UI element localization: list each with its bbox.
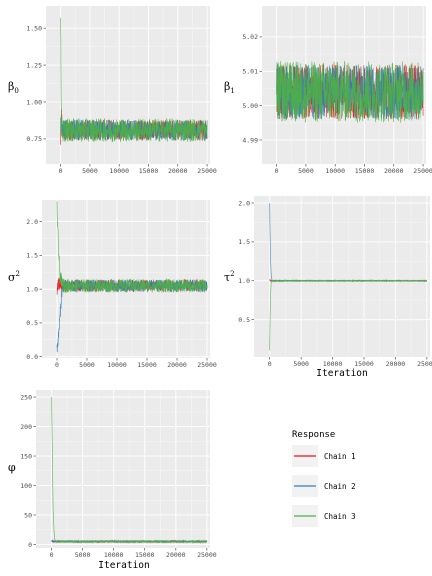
y-tick-label: 5.01: [242, 68, 258, 76]
x-tick-label: 25000: [197, 361, 217, 369]
y-tick-label: 150: [20, 452, 32, 460]
y-tick-label: 1.25: [26, 61, 42, 69]
panel-phi-traces: [51, 396, 208, 544]
panel-sigma2: 0 5000 10000 15000 20000 25000 0.0 0.5 1.0 1.5 2.…: [8, 200, 217, 369]
panel-beta0-yticks: 0.75 1.00 1.25 1.50: [26, 24, 46, 143]
y-tick-label: 1.00: [26, 98, 42, 106]
panel-sigma2-ylabel: σ2: [8, 270, 20, 284]
x-tick-label: 0: [275, 167, 279, 175]
panel-tau2-xticks: 0 5000 10000 15000 20000 25000: [268, 357, 432, 368]
y-tick-label: 1.5: [238, 238, 250, 246]
y-tick-label: 5.02: [242, 33, 258, 41]
y-tick-label: 0.5: [238, 316, 250, 324]
x-tick-label: 5000: [298, 167, 314, 175]
y-tick-label: 100: [20, 482, 32, 490]
panel-beta0-traces: [60, 17, 208, 145]
x-tick-label: 20000: [168, 167, 188, 175]
x-tick-label: 5000: [293, 360, 309, 368]
panel-sigma2-grid: [42, 200, 210, 358]
panel-phi-grid: [36, 390, 210, 548]
panel-tau2-xlabel: Iteration: [316, 368, 367, 379]
x-tick-label: 15000: [354, 360, 374, 368]
y-tick-label: 200: [20, 423, 32, 431]
x-tick-label: 5000: [82, 167, 98, 175]
y-tick-label: 4.99: [242, 136, 258, 144]
legend-label-chain-3: Chain 3: [324, 512, 356, 521]
panel-beta0-xticks: 0 5000 10000 15000 20000 25000: [59, 164, 217, 175]
x-tick-label: 5000: [79, 361, 95, 369]
x-tick-label: 0: [59, 167, 63, 175]
panel-beta1-traces: [276, 60, 424, 123]
x-tick-label: 10000: [104, 551, 124, 559]
legend-entry-chain-1: Chain 1: [292, 445, 356, 467]
panel-phi-ylabel: φ: [8, 461, 16, 474]
panel-beta0: 0 5000 10000 15000 20000 25000 0.75 1.00 1.25 1.…: [8, 6, 217, 175]
panel-phi-xlabel: Iteration: [98, 560, 149, 571]
x-tick-label: 20000: [386, 360, 406, 368]
y-tick-label: 1.50: [26, 24, 42, 32]
panel-tau2-traces: [269, 203, 428, 351]
panel-sigma2-traces: [56, 201, 208, 353]
x-tick-label: 20000: [166, 551, 186, 559]
y-tick-label: 250: [20, 393, 32, 401]
panel-sigma2-bg: [42, 200, 210, 358]
y-tick-label: 1.0: [26, 285, 38, 293]
trace-chain-3: [60, 17, 208, 142]
trace-chain-3: [51, 396, 208, 544]
x-tick-label: 10000: [325, 167, 345, 175]
x-tick-label: 15000: [135, 551, 155, 559]
panel-sigma2-xticks: 0 5000 10000 15000 20000 25000: [55, 358, 217, 369]
x-tick-label: 15000: [355, 167, 375, 175]
legend-title: Response: [292, 430, 335, 440]
legend: Response Chain 1 Chain 2 Chain 3: [292, 430, 356, 527]
panel-tau2: 0 5000 10000 15000 20000 25000 0.5 1.0 1.5 2.0 τ…: [224, 196, 432, 379]
x-tick-label: 25000: [413, 167, 432, 175]
panel-beta1-ylabel: β1: [224, 80, 235, 95]
x-tick-label: 25000: [197, 551, 217, 559]
x-tick-label: 15000: [139, 167, 159, 175]
x-tick-label: 5000: [75, 551, 91, 559]
panel-phi-yticks: 0 50 100 150 200 250: [20, 393, 36, 549]
y-tick-label: 0.0: [26, 353, 38, 361]
panel-phi-bg: [36, 390, 210, 548]
x-tick-label: 20000: [384, 167, 404, 175]
x-tick-label: 15000: [137, 361, 157, 369]
x-tick-label: 0: [268, 360, 272, 368]
y-tick-label: 0.75: [26, 135, 42, 143]
panel-phi: 0 5000 10000 15000 20000 25000 0 50 100 150 200 25…: [8, 390, 217, 571]
panel-tau2-bg: [254, 196, 430, 357]
legend-entry-chain-3: Chain 3: [292, 505, 356, 527]
y-tick-label: 1.5: [26, 252, 38, 260]
panel-tau2-ylabel: τ2: [224, 270, 235, 284]
x-tick-label: 0: [50, 551, 54, 559]
panel-sigma2-yticks: 0.0 0.5 1.0 1.5 2.0: [26, 218, 42, 361]
trace-chain-3: [269, 279, 428, 351]
legend-label-chain-1: Chain 1: [324, 452, 356, 461]
y-tick-label: 1.0: [238, 277, 250, 285]
panel-beta0-ylabel: β0: [8, 80, 19, 95]
y-tick-label: 5.00: [242, 102, 258, 110]
legend-entry-chain-2: Chain 2: [292, 475, 356, 497]
panel-tau2-yticks: 0.5 1.0 1.5 2.0: [238, 199, 254, 324]
panel-phi-xticks: 0 5000 10000 15000 20000 25000: [50, 548, 217, 559]
x-tick-label: 10000: [109, 167, 129, 175]
x-tick-label: 10000: [107, 361, 127, 369]
y-tick-label: 0.5: [26, 319, 38, 327]
x-tick-label: 20000: [167, 361, 187, 369]
x-tick-label: 25000: [197, 167, 217, 175]
y-tick-label: 0: [28, 541, 32, 549]
y-tick-label: 50: [24, 511, 32, 519]
y-tick-label: 2.0: [238, 199, 250, 207]
trace-chain-3: [56, 201, 208, 293]
panel-beta1-xticks: 0 5000 10000 15000 20000 25000: [275, 164, 432, 175]
panel-beta1: 0 5000 10000 15000 20000 25000 4.99 5.00 5.01 5.…: [224, 6, 432, 175]
x-tick-label: 10000: [323, 360, 343, 368]
legend-label-chain-2: Chain 2: [324, 482, 356, 491]
panel-beta1-yticks: 4.99 5.00 5.01 5.02: [242, 33, 262, 144]
y-tick-label: 2.0: [26, 218, 38, 226]
trace-chain-3: [276, 60, 424, 123]
x-tick-label: 25000: [417, 360, 432, 368]
x-tick-label: 0: [55, 361, 59, 369]
